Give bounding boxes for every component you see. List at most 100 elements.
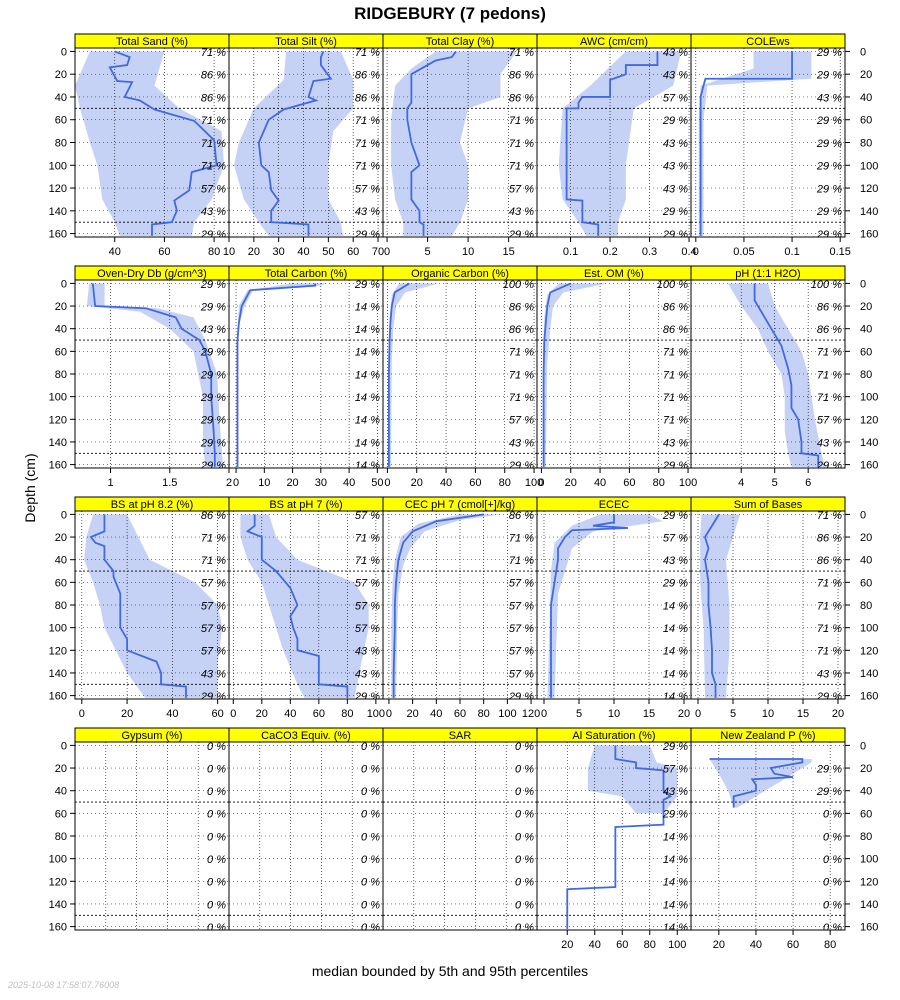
panel-plot-area: 0 % 0 % 0 % 0 % 0 % 0 % 0 % 0 % 0 % (229, 742, 383, 930)
x-tick-label: 5 (576, 708, 582, 720)
data-count-label: 71 % (355, 138, 380, 150)
panel-strip-label: Al Saturation (%) (572, 730, 655, 742)
data-count-label: 29 % (200, 229, 226, 241)
data-count-label: 14 % (355, 460, 380, 472)
x-tick-label: 60 (623, 477, 635, 489)
y-tick-label: 80 (55, 138, 67, 150)
panel-8: 100 % 86 % 86 % 71 % 71 % 71 % 57 % 43 % 29 % Org… (382, 265, 543, 489)
x-tick-label: 100 (525, 477, 543, 489)
panel-17: 0 % 0 % 0 % 0 % 0 % 0 % 0 % 0 % 0 % CaCO3 Equiv. … (228, 727, 384, 931)
x-tick-label: 0 (384, 246, 390, 258)
panel-3: 71 % 86 % 86 % 71 % 71 % 71 % 57 % 43 % 29 % Tota… (382, 33, 538, 258)
y-tick-label: 60 (55, 577, 67, 589)
panel-11: 86 % 71 % 71 % 57 % 57 % 57 % 57 % 43 % 29 % BS a… (49, 496, 230, 720)
y-tick-label: 100 (49, 854, 67, 866)
x-tick-label: 60 (158, 246, 170, 258)
data-count-label: 29 % (200, 460, 226, 472)
x-tick-label: 10 (258, 477, 270, 489)
x-tick-label: 0 (541, 708, 547, 720)
data-count-label: 29 % (508, 691, 534, 703)
x-tick-label: 70 (372, 246, 384, 258)
x-tick-label: 120 (522, 708, 540, 720)
y-tick-label: 80 (860, 369, 872, 381)
y-tick-label: 80 (860, 138, 872, 150)
panel-strip-label: New Zealand P (%) (720, 730, 815, 742)
y-tick-label: 40 (55, 555, 67, 567)
panel-plot-area: 86 % 71 % 71 % 57 % 57 % 57 % 57 % 43 % 29 % (75, 511, 229, 699)
data-count-label: 43 % (663, 555, 688, 567)
x-tick-label: 40 (589, 939, 601, 951)
data-count-label: 43 % (817, 92, 842, 104)
y-tick-label: 20 (860, 763, 872, 775)
data-count-label: 0 % (515, 786, 534, 798)
panel-15: 71 % 86 % 86 % 71 % 71 % 71 % 71 % 43 % 29 % Sum … (690, 496, 878, 720)
panel-plot-area: 71 % 86 % 86 % 71 % 71 % 71 % 71 % 43 % 29 % (691, 511, 845, 699)
data-count-label: 57 % (509, 600, 534, 612)
median-line (392, 513, 484, 698)
data-count-label: 29 % (200, 392, 226, 404)
x-tick-label: 80 (341, 708, 353, 720)
y-tick-label: 80 (55, 831, 67, 843)
median-line (699, 51, 793, 236)
data-count-label: 43 % (663, 183, 688, 195)
data-count-label: 71 % (663, 369, 688, 381)
data-count-label: 29 % (662, 578, 688, 590)
y-tick-label: 0 (860, 740, 866, 752)
x-tick-label: 60 (616, 939, 628, 951)
data-count-label: 57 % (509, 623, 534, 635)
data-count-label: 0 % (823, 831, 842, 843)
x-tick-label: 100 (668, 939, 686, 951)
y-tick-label: 20 (55, 532, 67, 544)
data-count-label: 86 % (817, 532, 842, 544)
x-tick-label: 5 (425, 246, 431, 258)
panel-strip-label: Est. OM (%) (584, 268, 644, 280)
data-count-label: 86 % (817, 555, 842, 567)
y-tick-label: 100 (49, 160, 67, 172)
data-count-label: 71 % (509, 347, 534, 359)
data-count-label: 0 % (823, 809, 842, 821)
data-count-label: 43 % (663, 161, 688, 173)
x-tick-label: 0.1 (784, 246, 799, 258)
y-tick-label: 140 (860, 206, 878, 218)
y-tick-label: 100 (860, 854, 878, 866)
data-count-label: 86 % (817, 324, 842, 336)
data-count-label: 14 % (355, 324, 380, 336)
panel-19: 29 % 57 % 43 % 29 % 14 % 14 % 14 % 14 % 14 % Al S… (536, 727, 692, 951)
x-tick-label: 80 (208, 246, 220, 258)
data-count-label: 57 % (663, 763, 688, 775)
data-count-label: 0 % (361, 809, 380, 821)
data-count-label: 43 % (355, 206, 380, 218)
data-count-label: 57 % (509, 646, 534, 658)
data-count-label: 71 % (509, 161, 534, 173)
y-tick-label: 0 (61, 509, 67, 521)
data-count-label: 43 % (201, 324, 226, 336)
panel-16: 0 % 0 % 0 % 0 % 0 % 0 % 0 % 0 % 0 % Gypsum (%) 0 20… (49, 727, 230, 934)
data-count-label: 14 % (663, 854, 688, 866)
panel-13: 86 % 71 % 71 % 57 % 57 % 57 % 57 % 57 % 29 % CEC … (382, 496, 540, 720)
y-tick-label: 40 (55, 786, 67, 798)
data-count-label: 0 % (823, 854, 842, 866)
y-tick-label: 120 (860, 876, 878, 888)
data-count-label: 29 % (200, 437, 226, 449)
data-count-label: 14 % (663, 623, 688, 635)
data-count-label: 43 % (663, 47, 688, 59)
data-count-label: 0 % (823, 899, 842, 911)
median-line (236, 283, 317, 467)
panel-plot-area: 29 % 57 % 43 % 29 % 14 % 14 % 14 % 14 % 14 % (537, 742, 691, 930)
x-tick-label: 4 (738, 477, 744, 489)
x-tick-label: 10 (462, 246, 474, 258)
data-count-label: 29 % (816, 460, 842, 472)
data-count-label: 0 % (207, 922, 226, 934)
panel-strip-label: Organic Carbon (%) (411, 268, 509, 280)
data-count-label: 43 % (817, 437, 842, 449)
panel-strip-label: SAR (449, 730, 472, 742)
median-line (704, 513, 720, 698)
y-tick-label: 160 (860, 229, 878, 241)
panel-2: 71 % 86 % 86 % 71 % 71 % 71 % 57 % 43 % 29 % Tota… (223, 33, 384, 258)
data-count-label: 57 % (355, 578, 380, 590)
data-count-label: 57 % (201, 623, 226, 635)
percentile-band (391, 514, 502, 698)
percentile-band (75, 51, 225, 236)
data-count-label: 71 % (817, 623, 842, 635)
x-tick-label: 5 (730, 708, 736, 720)
